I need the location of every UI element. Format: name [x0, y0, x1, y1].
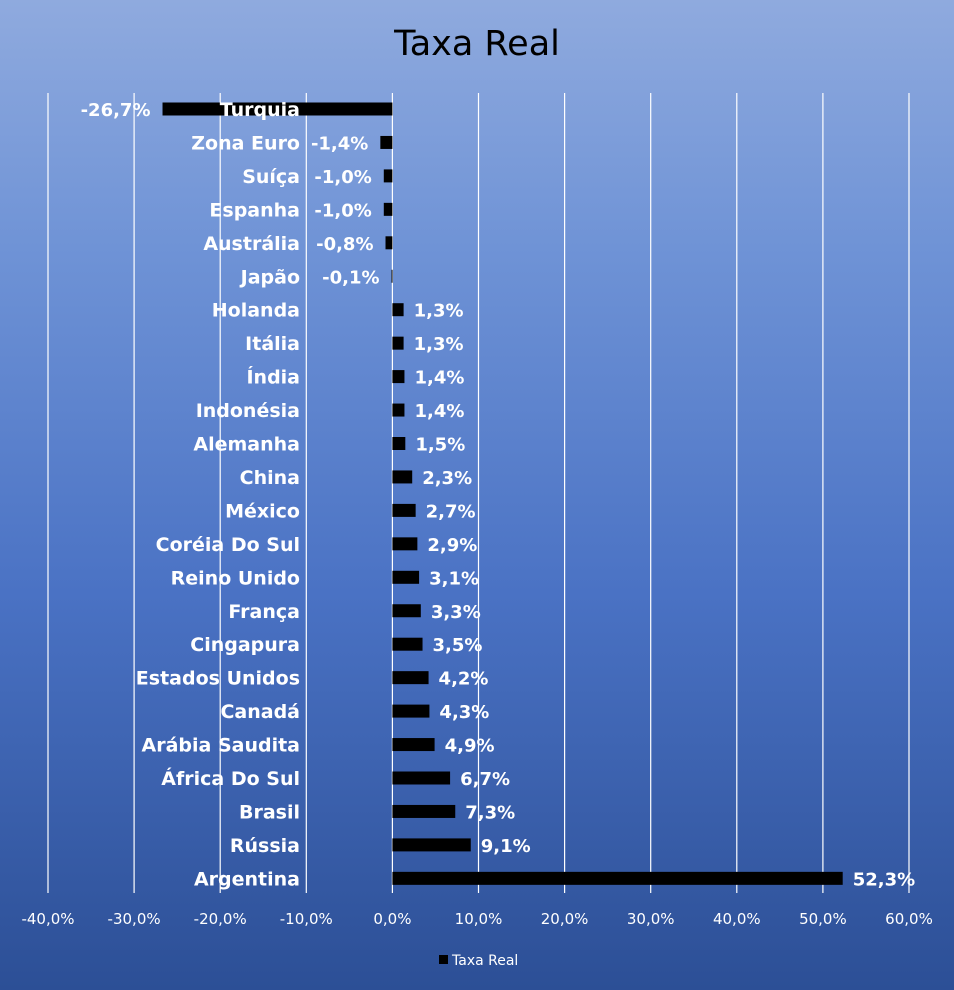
bar	[392, 370, 405, 384]
bar	[392, 738, 435, 752]
bar	[391, 269, 393, 283]
bar	[392, 771, 451, 785]
data-label: -1,0%	[314, 167, 371, 188]
x-tick-label: -10,0%	[280, 910, 333, 928]
x-tick-label: 50,0%	[799, 910, 847, 928]
category-label: Suíça	[242, 166, 300, 188]
x-tick-label: 10,0%	[455, 910, 503, 928]
data-label: 2,7%	[426, 501, 476, 522]
category-label: Índia	[246, 366, 300, 389]
legend: Taxa Real	[439, 953, 518, 969]
data-label: 4,3%	[439, 702, 489, 723]
bar	[392, 671, 429, 685]
data-label: 1,3%	[414, 301, 464, 322]
gridlines	[47, 93, 910, 893]
x-tick-label: -30,0%	[108, 910, 161, 928]
bar	[162, 102, 393, 116]
bars: Turquia -26,7% Zona Euro -1,4% Suíça -1,0% Esp…	[81, 99, 916, 890]
bar	[392, 303, 404, 317]
data-label: 1,4%	[414, 368, 464, 389]
bar	[392, 470, 413, 484]
category-label: França	[228, 601, 300, 623]
data-label: 6,7%	[460, 769, 510, 790]
data-label: 1,3%	[414, 334, 464, 355]
bar	[385, 236, 393, 250]
data-label: -26,7%	[81, 100, 151, 121]
category-label: Japão	[239, 266, 300, 288]
x-tick-label: 60,0%	[885, 910, 933, 928]
data-label: 7,3%	[465, 802, 515, 823]
data-label: 4,9%	[445, 736, 495, 757]
category-label: Zona Euro	[191, 132, 300, 154]
bar	[392, 403, 405, 417]
category-label: China	[240, 467, 300, 489]
category-label: Arábia Saudita	[142, 735, 301, 757]
x-tick-label: 20,0%	[541, 910, 589, 928]
bar	[392, 503, 416, 517]
bar	[392, 637, 423, 651]
data-label: 2,9%	[427, 535, 477, 556]
data-label: 3,1%	[429, 568, 479, 589]
chart-title: Taxa Real	[393, 24, 560, 64]
data-label: -0,8%	[316, 234, 373, 255]
data-label: 4,2%	[439, 669, 489, 690]
category-label: Indonésia	[196, 400, 300, 422]
category-label: Itália	[245, 333, 300, 355]
legend-swatch	[439, 955, 448, 964]
x-tick-label: -40,0%	[21, 910, 74, 928]
data-label: -0,1%	[322, 267, 379, 288]
data-label: 9,1%	[481, 836, 531, 857]
category-label: Holanda	[212, 300, 300, 322]
x-tick-label: 30,0%	[627, 910, 675, 928]
data-label: 2,3%	[422, 468, 472, 489]
bar	[383, 169, 393, 183]
category-label: México	[225, 500, 300, 522]
category-label: Reino Unido	[171, 567, 300, 589]
category-label: Estados Unidos	[136, 668, 300, 690]
bar	[392, 838, 471, 852]
bar	[380, 135, 393, 149]
category-label: Espanha	[209, 199, 300, 221]
data-label: -1,0%	[314, 200, 371, 221]
data-label: 3,5%	[433, 635, 483, 656]
x-tick-label: 0,0%	[373, 910, 411, 928]
bar	[392, 804, 456, 818]
category-label: Rússia	[230, 835, 300, 857]
bar	[392, 336, 404, 350]
bar	[392, 604, 421, 618]
bar	[392, 871, 843, 885]
x-axis-ticks: -40,0% -30,0% -20,0% -10,0% 0,0% 10,0% 20,0% 30…	[21, 910, 932, 928]
data-label: 52,3%	[853, 869, 915, 890]
category-label: Austrália	[203, 233, 300, 255]
category-label: Brasil	[239, 801, 300, 823]
category-label: Coréia Do Sul	[156, 534, 300, 556]
data-label: 1,5%	[415, 435, 465, 456]
category-label: Cingapura	[190, 634, 300, 656]
bar	[392, 437, 406, 450]
category-label: Turquia	[220, 99, 300, 121]
category-label: Canadá	[220, 701, 300, 723]
legend-label: Taxa Real	[451, 953, 518, 969]
bar	[392, 704, 430, 718]
bar	[392, 570, 420, 584]
bar	[392, 537, 418, 551]
bar	[383, 202, 393, 216]
x-tick-label: -20,0%	[194, 910, 247, 928]
x-tick-label: 40,0%	[713, 910, 761, 928]
data-label: 3,3%	[431, 602, 481, 623]
data-label: -1,4%	[311, 133, 368, 154]
category-label: África Do Sul	[161, 767, 300, 790]
data-label: 1,4%	[414, 401, 464, 422]
category-label: Argentina	[194, 868, 300, 890]
category-label: Alemanha	[193, 434, 300, 456]
